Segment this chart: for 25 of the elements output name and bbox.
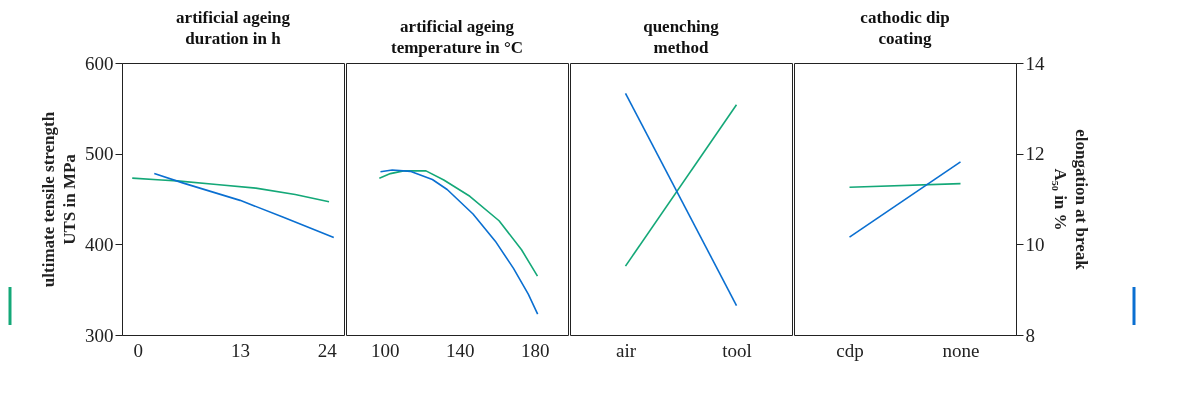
x-tick-label: air (615, 339, 637, 361)
x-tick-label: 24 (317, 339, 338, 361)
y-tick-label: 500 (85, 143, 114, 165)
y-tick-label: 300 (85, 324, 114, 346)
x-tick-label: none (942, 339, 980, 361)
y-tick-label: 400 (85, 233, 114, 255)
chart-title: artificial ageing temperature in °C (390, 17, 524, 57)
y2-tick-label: 10 (1025, 233, 1045, 255)
y2-axis-title: elongation at break A₅₀ in % (1050, 129, 1091, 271)
y2-tick-label: 8 (1025, 324, 1035, 346)
x-tick-label: cdp (836, 339, 864, 361)
x-tick-label: tool (722, 339, 752, 361)
line-series (131, 177, 330, 203)
chart-title: cathodic dip coating (860, 8, 950, 48)
x-tick-label: 13 (231, 339, 251, 361)
chart-title: artificial ageing duration in h (176, 8, 291, 48)
y2-tick-label: 12 (1025, 143, 1045, 165)
y-tick-label: 600 (85, 52, 114, 74)
x-tick-label: 180 (520, 339, 550, 361)
x-tick-label: 0 (133, 339, 143, 361)
y-axis-title: ultimate tensile strength UTS in MPa (39, 111, 79, 288)
x-tick-label: 100 (371, 339, 400, 361)
chart-title: quenching method (643, 17, 720, 57)
x-tick-label: 140 (445, 339, 475, 361)
y2-tick-label: 14 (1025, 52, 1045, 74)
